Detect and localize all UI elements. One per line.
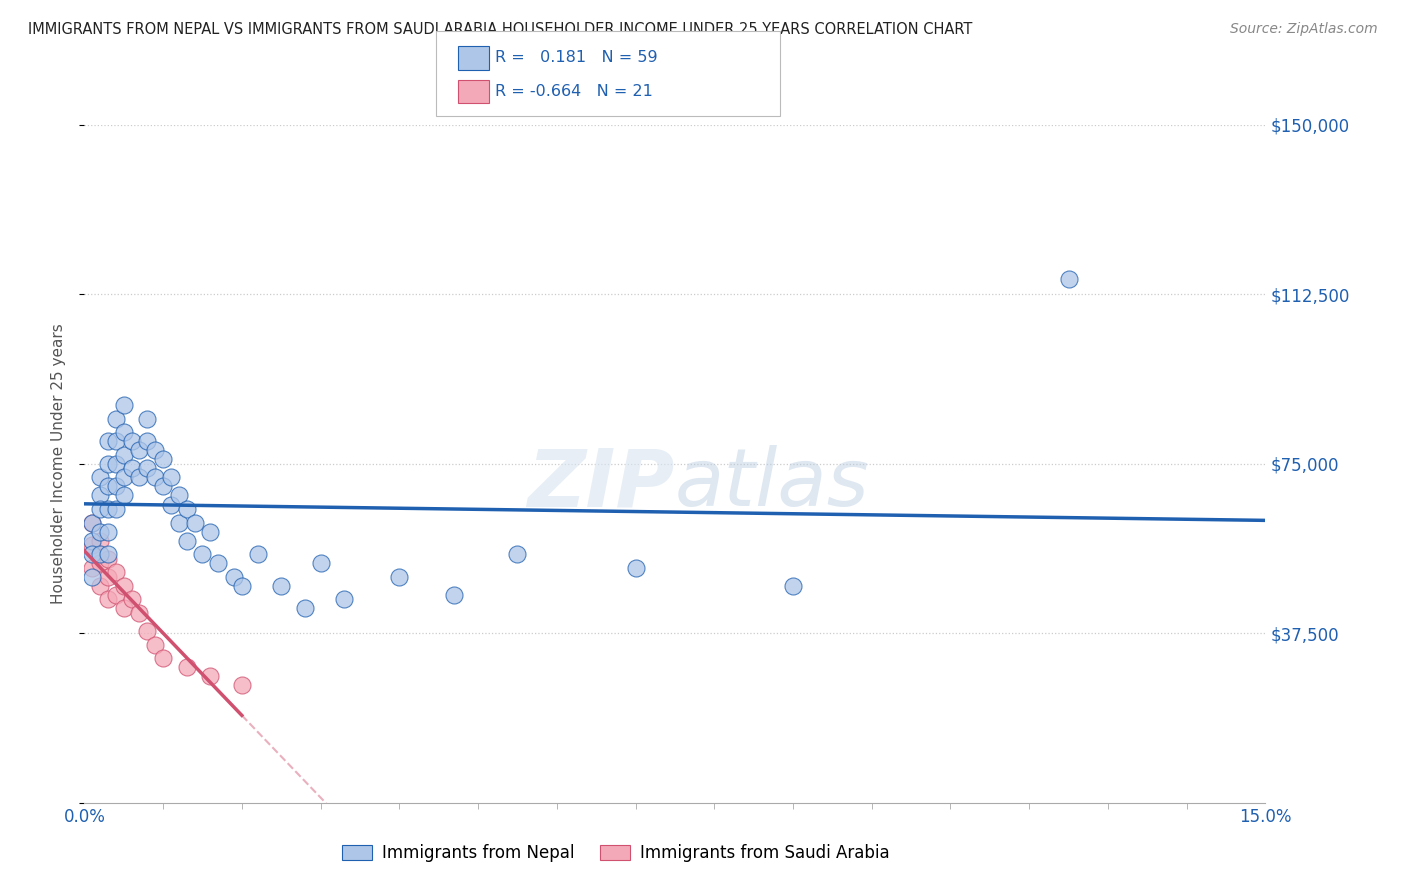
Point <box>97 551 120 566</box>
Point <box>143 470 166 484</box>
Point <box>82 516 104 530</box>
Point <box>191 547 214 561</box>
Point <box>82 516 104 530</box>
Point <box>97 479 120 493</box>
Point <box>97 524 120 539</box>
Point <box>82 570 104 584</box>
Point <box>207 556 229 570</box>
Point <box>97 457 120 471</box>
Point <box>121 592 143 607</box>
Point <box>128 470 150 484</box>
Point <box>112 425 135 440</box>
Point <box>246 547 269 561</box>
Point <box>97 502 120 516</box>
Text: Source: ZipAtlas.com: Source: ZipAtlas.com <box>1230 22 1378 37</box>
Point <box>121 461 143 475</box>
Point <box>104 566 127 580</box>
Point <box>1057 271 1080 285</box>
Point <box>143 443 166 458</box>
Text: IMMIGRANTS FROM NEPAL VS IMMIGRANTS FROM SAUDI ARABIA HOUSEHOLDER INCOME UNDER 2: IMMIGRANTS FROM NEPAL VS IMMIGRANTS FROM… <box>28 22 973 37</box>
Point <box>136 434 159 449</box>
Point <box>270 579 292 593</box>
Point <box>104 457 127 471</box>
Point <box>136 461 159 475</box>
Point <box>160 470 183 484</box>
Point <box>97 434 120 449</box>
Point <box>160 498 183 512</box>
Point <box>104 479 127 493</box>
Point <box>112 398 135 412</box>
Point <box>200 669 222 683</box>
Point <box>294 601 316 615</box>
Point <box>97 592 120 607</box>
Text: R =   0.181   N = 59: R = 0.181 N = 59 <box>495 51 658 65</box>
Point <box>104 434 127 449</box>
Point <box>82 533 104 548</box>
Point <box>112 448 135 462</box>
Point <box>104 588 127 602</box>
Point <box>89 502 111 516</box>
Point <box>152 479 174 493</box>
Point <box>82 561 104 575</box>
Point <box>128 443 150 458</box>
Text: atlas: atlas <box>675 445 870 524</box>
Point <box>82 547 104 561</box>
Point <box>176 502 198 516</box>
Point <box>782 579 804 593</box>
Point <box>167 516 190 530</box>
Point <box>104 502 127 516</box>
Point <box>89 556 111 570</box>
Point <box>143 638 166 652</box>
Point <box>200 524 222 539</box>
Point <box>136 411 159 425</box>
Point <box>97 570 120 584</box>
Point <box>333 592 356 607</box>
Point <box>309 556 332 570</box>
Point <box>443 588 465 602</box>
Text: ZIP: ZIP <box>527 445 675 524</box>
Point <box>183 516 205 530</box>
Point <box>152 452 174 467</box>
Point <box>89 547 111 561</box>
Point <box>89 524 111 539</box>
Point <box>222 570 245 584</box>
Point <box>121 434 143 449</box>
Point <box>112 579 135 593</box>
Point <box>112 488 135 502</box>
Point <box>152 651 174 665</box>
Point <box>176 533 198 548</box>
Point <box>104 411 127 425</box>
Point <box>112 601 135 615</box>
Point <box>89 488 111 502</box>
Legend: Immigrants from Nepal, Immigrants from Saudi Arabia: Immigrants from Nepal, Immigrants from S… <box>336 838 896 869</box>
Point <box>624 561 647 575</box>
Point <box>136 624 159 638</box>
Point <box>167 488 190 502</box>
Y-axis label: Householder Income Under 25 years: Householder Income Under 25 years <box>51 324 66 604</box>
Point <box>506 547 529 561</box>
Point <box>176 660 198 674</box>
Point <box>82 538 104 552</box>
Point <box>231 678 253 692</box>
Point <box>89 533 111 548</box>
Point <box>128 606 150 620</box>
Point <box>231 579 253 593</box>
Point <box>388 570 411 584</box>
Point <box>112 470 135 484</box>
Point <box>89 470 111 484</box>
Point <box>97 547 120 561</box>
Point <box>89 579 111 593</box>
Text: R = -0.664   N = 21: R = -0.664 N = 21 <box>495 85 652 99</box>
